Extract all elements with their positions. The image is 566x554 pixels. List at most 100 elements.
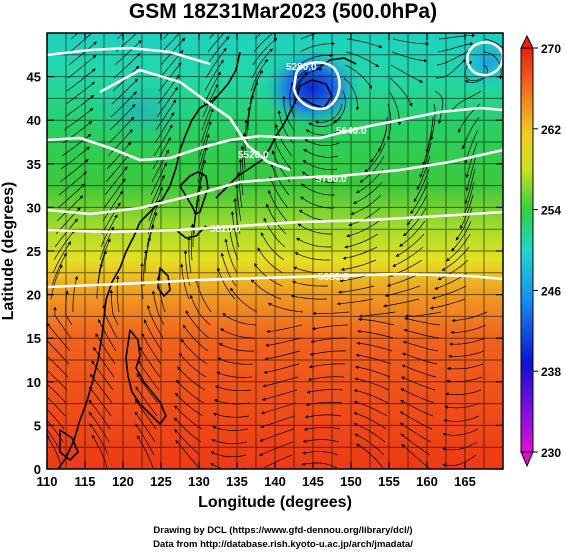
streamline <box>446 376 483 383</box>
streamline <box>483 51 503 80</box>
streamline <box>134 411 156 443</box>
streamline <box>230 211 240 248</box>
contour-5760 <box>47 148 503 216</box>
streamline <box>204 59 224 92</box>
streamline <box>400 400 434 417</box>
streamline <box>217 357 254 365</box>
streamline <box>66 68 96 92</box>
streamline <box>47 369 68 391</box>
streamline <box>68 41 97 66</box>
streamline <box>344 233 379 249</box>
colorbar-tick-label: 254 <box>541 204 561 218</box>
streamline <box>266 324 303 334</box>
streamline <box>298 53 334 66</box>
streamline <box>355 168 384 194</box>
streamline <box>400 433 431 456</box>
streamline <box>437 259 469 281</box>
colorbar-tick-label: 262 <box>541 123 561 137</box>
x-tick-label: 130 <box>188 474 210 489</box>
streamline <box>47 337 70 365</box>
streamline <box>442 428 479 437</box>
streamline <box>306 389 344 394</box>
streamline <box>291 280 329 287</box>
x-axis: 110 115 120 125 130 135 140 145 150 155 160 165 <box>37 33 476 489</box>
streamline <box>155 99 177 131</box>
contour-label-5280: 5280.0 <box>286 62 317 73</box>
streamline <box>312 311 350 316</box>
colorbar-tick-label: 230 <box>541 446 561 460</box>
streamline <box>174 429 201 456</box>
streamline <box>203 71 221 105</box>
streamline <box>343 77 360 111</box>
streamline <box>91 434 108 469</box>
streamline <box>282 95 295 131</box>
streamline <box>91 360 114 391</box>
streamline <box>259 428 295 442</box>
colorbar-max-arrow <box>520 34 534 49</box>
streamline <box>406 194 428 226</box>
streamline <box>47 355 69 378</box>
streamline <box>269 176 289 209</box>
streamline <box>462 181 475 217</box>
streamline <box>437 42 474 53</box>
streamline <box>364 142 386 173</box>
colorbar-tick-label: 270 <box>541 42 561 56</box>
streamline <box>177 366 206 391</box>
streamline <box>174 405 203 430</box>
streamline <box>212 425 249 431</box>
streamline <box>484 38 503 49</box>
streamline <box>207 33 225 53</box>
streamline <box>98 319 117 352</box>
streamline <box>96 262 103 299</box>
colorbar-tick-label: 238 <box>541 365 561 379</box>
streamline <box>357 317 395 326</box>
streamline <box>109 103 136 131</box>
streamline <box>370 129 387 163</box>
credit-data: Data from http://database.rish.kyoto-u.a… <box>153 539 413 550</box>
y-tick-label: 20 <box>27 288 41 303</box>
streamline <box>47 408 65 430</box>
streamline <box>182 324 209 352</box>
streamline <box>116 33 125 40</box>
streamline <box>47 396 66 417</box>
streamline <box>259 441 294 456</box>
streamline <box>404 317 441 326</box>
streamline <box>114 39 142 66</box>
streamline <box>300 196 334 209</box>
streamline <box>302 451 339 456</box>
streamline <box>336 298 374 306</box>
x-tick-label: 165 <box>454 474 476 489</box>
streamline <box>448 350 485 358</box>
streamline <box>93 346 115 378</box>
streamline <box>97 250 107 287</box>
streamline <box>308 116 342 127</box>
streamline <box>50 264 63 300</box>
streamline <box>299 41 336 53</box>
streamline <box>303 426 341 431</box>
streamline <box>251 48 274 79</box>
streamline <box>250 58 268 92</box>
streamline <box>446 233 471 262</box>
streamline <box>141 332 162 365</box>
streamline <box>442 441 478 451</box>
streamline <box>355 443 384 469</box>
contour-5820 <box>47 210 503 234</box>
streamline <box>205 47 227 79</box>
y-axis-label: Latitude (degrees) <box>0 182 17 321</box>
streamline <box>101 202 121 235</box>
streamline <box>384 285 421 298</box>
streamline <box>395 233 425 257</box>
streamline <box>273 137 292 170</box>
streamline <box>451 220 472 252</box>
streamline <box>438 33 476 40</box>
streamline <box>404 311 442 318</box>
streamline <box>294 252 330 261</box>
streamline <box>392 38 430 46</box>
streamline <box>198 133 210 170</box>
streamline <box>230 287 258 313</box>
streamline <box>399 422 432 443</box>
streamline <box>56 195 84 222</box>
streamline <box>174 392 204 417</box>
streamline <box>63 108 94 131</box>
streamline <box>107 129 133 157</box>
